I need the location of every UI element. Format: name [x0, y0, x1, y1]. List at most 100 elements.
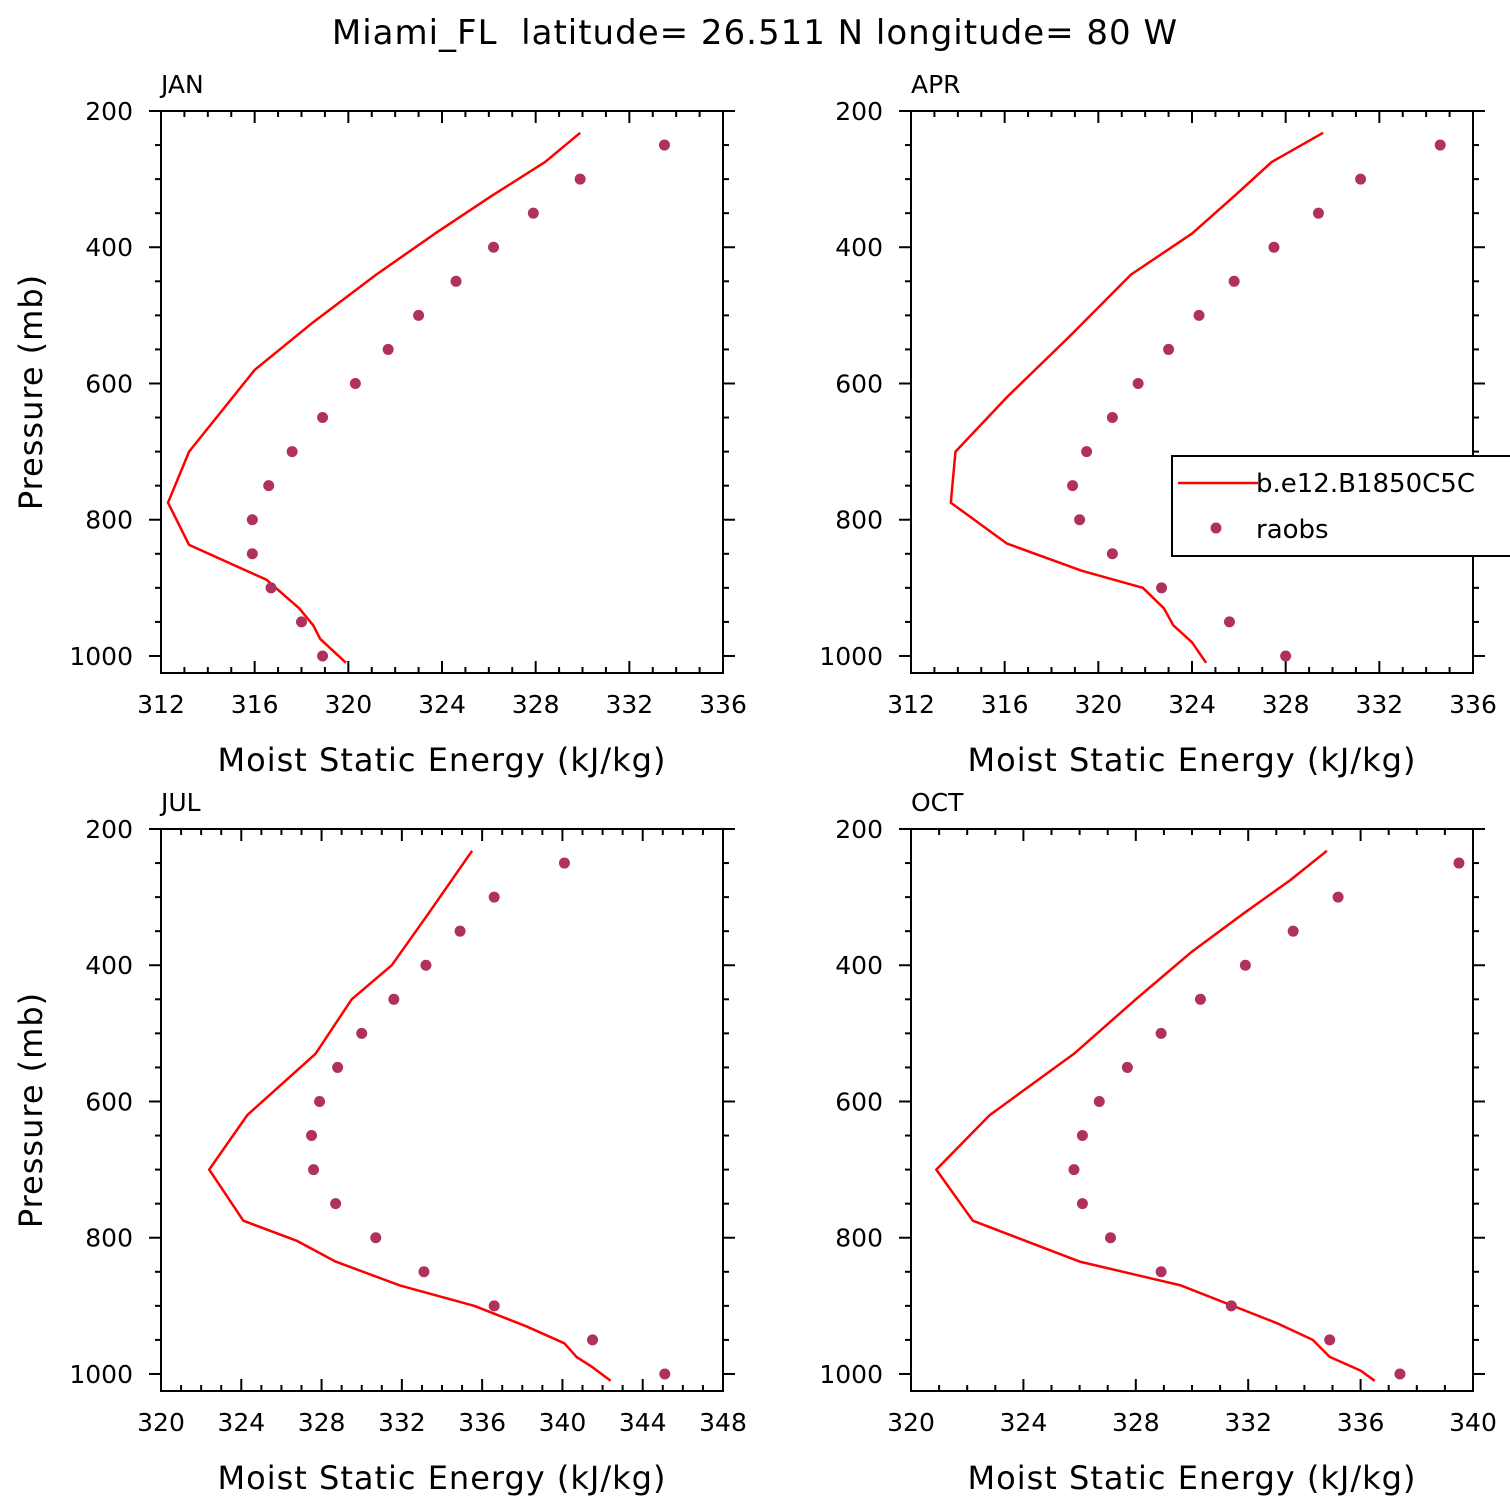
x-tick-label: 336: [699, 690, 747, 719]
panel-label: OCT: [911, 788, 964, 817]
y-tick-label: 200: [835, 97, 883, 126]
x-tick-label: 316: [231, 690, 279, 719]
raobs-point: [488, 241, 500, 253]
panel-label: JAN: [159, 70, 204, 99]
plot-frame: [160, 110, 724, 674]
figure-title: Miami_FL latitude= 26.511 N longitude= 8…: [332, 13, 1178, 53]
raobs-point: [1434, 139, 1446, 151]
x-tick-label: 324: [217, 1408, 265, 1437]
x-tick-label: 328: [298, 1408, 346, 1437]
x-tick-label: 348: [699, 1408, 747, 1437]
raobs-point: [1228, 275, 1240, 287]
y-tick-label: 600: [85, 1087, 133, 1116]
panel-label: JUL: [159, 788, 201, 817]
raobs-point: [306, 1130, 318, 1142]
x-tick-label: 328: [512, 690, 560, 719]
raobs-point: [1068, 1164, 1080, 1176]
y-axis-label: Pressure (mb): [12, 992, 50, 1228]
series-line-model: [207, 850, 612, 1382]
y-axis-label: Pressure (mb): [12, 274, 50, 510]
x-tick-label: 320: [324, 690, 372, 719]
raobs-point: [265, 582, 277, 594]
raobs-point: [574, 173, 586, 185]
x-axis-label: Moist Static Energy (kJ/kg): [968, 1459, 1417, 1497]
panels-container: 312 316 320 324 328 332 336 200 400 600 800 1000 JAN…: [12, 70, 1497, 1497]
y-tick-label: 200: [835, 815, 883, 844]
y-tick-label: 800: [85, 506, 133, 535]
x-tick-label: 324: [418, 690, 466, 719]
panel-jul: 320 324 328 332 336 340 344 348 200 400 600 800 1000…: [12, 788, 747, 1497]
raobs-point: [1106, 548, 1118, 560]
raobs-point: [1155, 1027, 1167, 1039]
raobs-point: [388, 993, 400, 1005]
raobs-point: [488, 1300, 500, 1312]
raobs-point: [332, 1061, 344, 1073]
raobs-point: [1093, 1095, 1105, 1107]
x-tick-label: 324: [1000, 1408, 1048, 1437]
raobs-point: [418, 1266, 430, 1278]
panel-apr: 312 316 320 324 328 332 336 200 400 600 800 1000 APR…: [819, 70, 1496, 779]
x-tick-label: 332: [605, 690, 653, 719]
raobs-point: [1156, 582, 1168, 594]
raobs-point: [263, 480, 275, 492]
x-tick-label: 324: [1168, 690, 1216, 719]
raobs-point: [1121, 1061, 1133, 1073]
raobs-point: [1312, 207, 1324, 219]
x-axis-label: Moist Static Energy (kJ/kg): [968, 741, 1417, 779]
raobs-point: [382, 343, 394, 355]
raobs-point: [246, 514, 258, 526]
raobs-point: [317, 412, 329, 424]
x-tick-label: 320: [137, 1408, 185, 1437]
raobs-point: [1239, 959, 1251, 971]
raobs-point: [1355, 173, 1367, 185]
raobs-point: [286, 446, 298, 458]
raobs-point: [1225, 1300, 1237, 1312]
y-tick-label: 400: [835, 233, 883, 262]
x-axis-label: Moist Static Energy (kJ/kg): [218, 741, 667, 779]
series-line-model: [166, 131, 581, 664]
x-tick-label: 332: [378, 1408, 426, 1437]
raobs-point: [454, 925, 466, 937]
raobs-point: [1394, 1368, 1406, 1380]
y-tick-label: 600: [85, 369, 133, 398]
legend-marker-swatch: [1210, 522, 1222, 534]
raobs-point: [1223, 616, 1235, 628]
x-tick-label: 336: [1337, 1408, 1385, 1437]
y-tick-label: 1000: [69, 1360, 133, 1389]
x-tick-label: 336: [458, 1408, 506, 1437]
y-tick-label: 800: [835, 506, 883, 535]
raobs-point: [658, 139, 670, 151]
x-tick-label: 332: [1355, 690, 1403, 719]
raobs-point: [450, 275, 462, 287]
panel-label: APR: [911, 70, 961, 99]
raobs-point: [1287, 925, 1299, 937]
raobs-point: [308, 1164, 320, 1176]
y-tick-label: 400: [85, 951, 133, 980]
x-tick-label: 340: [1449, 1408, 1497, 1437]
raobs-point: [1105, 1232, 1117, 1244]
legend-entry-raobs: raobs: [1256, 515, 1329, 545]
raobs-point: [246, 548, 258, 560]
x-tick-label: 320: [887, 1408, 935, 1437]
raobs-point: [1163, 343, 1175, 355]
x-tick-label: 332: [1224, 1408, 1272, 1437]
raobs-point: [488, 891, 500, 903]
raobs-point: [1268, 241, 1280, 253]
raobs-point: [1076, 1198, 1088, 1210]
series-line-model: [935, 849, 1376, 1382]
raobs-point: [1074, 514, 1086, 526]
legend: b.e12.B1850C5C raobs: [1171, 455, 1510, 557]
plot-frame: [910, 110, 1474, 674]
y-tick-label: 1000: [69, 642, 133, 671]
raobs-point: [659, 1368, 671, 1380]
x-tick-label: 328: [1112, 1408, 1160, 1437]
y-tick-label: 1000: [819, 1360, 883, 1389]
raobs-point: [356, 1027, 368, 1039]
x-tick-label: 312: [137, 690, 185, 719]
raobs-point: [1067, 480, 1079, 492]
x-tick-label: 328: [1262, 690, 1310, 719]
panel-oct: 320 324 328 332 336 340 200 400 600 800 1000 OCT Moi…: [819, 788, 1496, 1497]
raobs-point: [1453, 857, 1465, 869]
y-tick-label: 600: [835, 369, 883, 398]
raobs-point: [314, 1095, 326, 1107]
